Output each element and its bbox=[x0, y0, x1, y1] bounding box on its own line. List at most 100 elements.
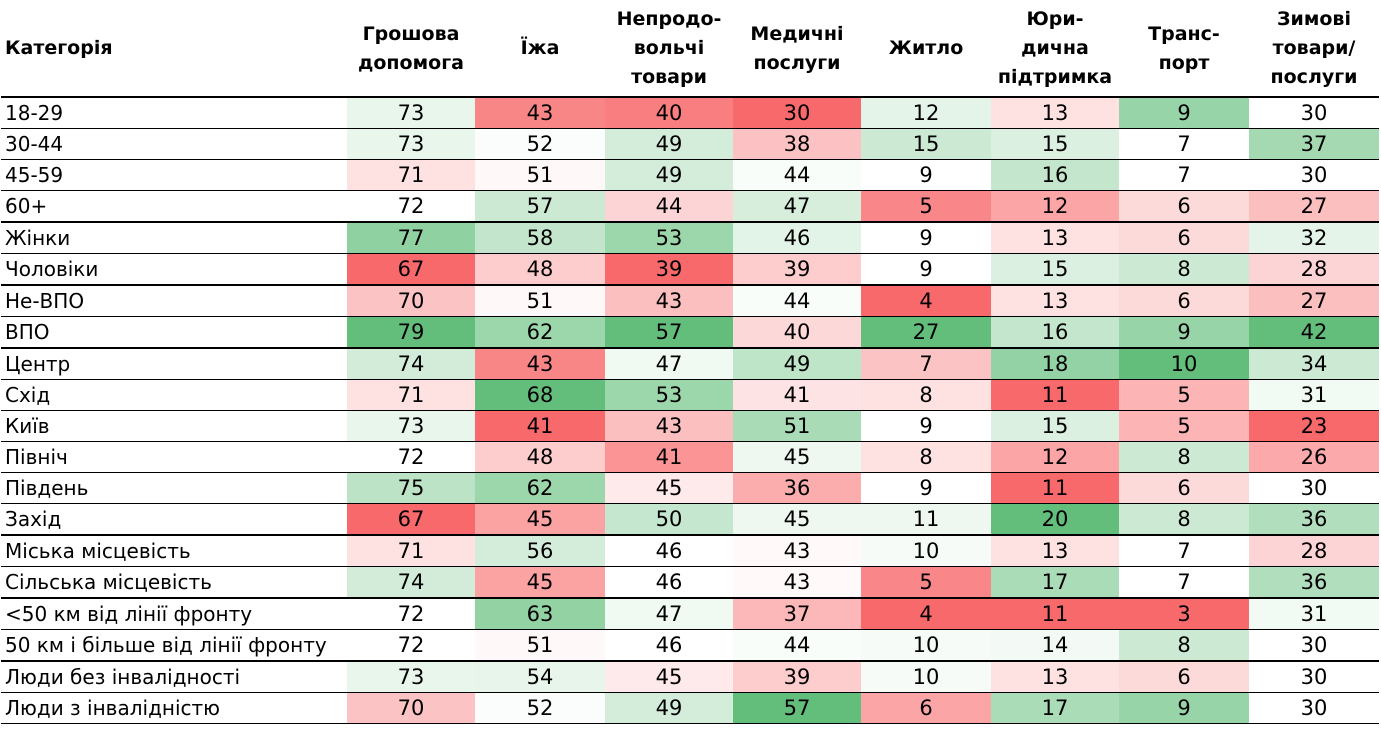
value-cell-legal: 20 bbox=[991, 503, 1119, 536]
value-cell-winter: 30 bbox=[1249, 629, 1379, 662]
column-header-line: послуги bbox=[1270, 66, 1358, 88]
value-cell-winter: 28 bbox=[1249, 534, 1379, 567]
value-cell-cash: 70 bbox=[347, 692, 475, 724]
value-cell-nonfood: 45 bbox=[605, 660, 733, 693]
column-header-line: Зимові bbox=[1277, 8, 1351, 30]
value-cell-cash: 73 bbox=[347, 128, 475, 160]
row-label: Міська місцевість bbox=[1, 534, 347, 567]
value-cell-medical: 39 bbox=[733, 660, 861, 693]
value-cell-winter: 37 bbox=[1249, 128, 1379, 160]
value-cell-legal: 16 bbox=[991, 316, 1119, 349]
value-cell-nonfood: 40 bbox=[605, 97, 733, 129]
value-cell-winter: 30 bbox=[1249, 472, 1379, 504]
table-row: Люди з інвалідністю 70 52 49 57 6 17 9 30 bbox=[1, 692, 1379, 724]
table-row: Схід 71 68 53 41 8 11 5 31 bbox=[1, 379, 1379, 411]
value-cell-food: 54 bbox=[475, 660, 605, 693]
value-cell-winter: 27 bbox=[1249, 190, 1379, 223]
value-cell-medical: 45 bbox=[733, 503, 861, 536]
value-cell-housing: 10 bbox=[861, 629, 991, 662]
column-header-line: послуги bbox=[753, 51, 841, 74]
value-cell-legal: 17 bbox=[991, 692, 1119, 724]
value-cell-nonfood: 45 bbox=[605, 472, 733, 504]
value-cell-winter: 30 bbox=[1249, 97, 1379, 129]
value-cell-nonfood: 47 bbox=[605, 597, 733, 630]
value-cell-legal: 15 bbox=[991, 128, 1119, 160]
table-row: Південь 75 62 45 36 9 11 6 30 bbox=[1, 472, 1379, 504]
value-cell-winter: 34 bbox=[1249, 347, 1379, 380]
value-cell-winter: 23 bbox=[1249, 410, 1379, 442]
column-header-nonfood: Непродо-вольчі товари bbox=[605, 1, 733, 98]
column-header-winter: Зимові товари/послуги bbox=[1249, 1, 1379, 98]
value-cell-housing: 9 bbox=[861, 472, 991, 504]
value-cell-legal: 15 bbox=[991, 253, 1119, 286]
value-cell-medical: 41 bbox=[733, 379, 861, 411]
table-row: Сільська місцевість 74 45 46 43 5 17 7 36 bbox=[1, 566, 1379, 599]
value-cell-transport: 8 bbox=[1119, 503, 1249, 536]
value-cell-medical: 44 bbox=[733, 159, 861, 191]
value-cell-cash: 71 bbox=[347, 534, 475, 567]
value-cell-nonfood: 46 bbox=[605, 629, 733, 662]
column-header-line: товари bbox=[631, 66, 707, 88]
value-cell-legal: 12 bbox=[991, 441, 1119, 473]
value-cell-housing: 10 bbox=[861, 660, 991, 693]
value-cell-winter: 28 bbox=[1249, 253, 1379, 286]
row-label: 60+ bbox=[1, 190, 347, 223]
value-cell-transport: 7 bbox=[1119, 566, 1249, 599]
value-cell-transport: 5 bbox=[1119, 410, 1249, 442]
value-cell-transport: 7 bbox=[1119, 534, 1249, 567]
value-cell-nonfood: 46 bbox=[605, 566, 733, 599]
table-body: 18-29 73 43 40 30 12 13 9 30 30-44 73 52 49 38 15 15 7 37… bbox=[1, 97, 1379, 724]
table-row: 50 км і більше від лінії фронту 72 51 46 44 1… bbox=[1, 629, 1379, 662]
table-row: Київ 73 41 43 51 9 15 5 23 bbox=[1, 410, 1379, 442]
value-cell-cash: 73 bbox=[347, 97, 475, 129]
row-label: Чоловіки bbox=[1, 253, 347, 286]
value-cell-transport: 6 bbox=[1119, 660, 1249, 693]
row-label: Північ bbox=[1, 441, 347, 473]
column-header-legal: Юри-дична підтримка bbox=[991, 1, 1119, 98]
column-header-line: вольчі bbox=[633, 37, 705, 59]
value-cell-winter: 30 bbox=[1249, 660, 1379, 693]
row-label: 18-29 bbox=[1, 97, 347, 129]
value-cell-food: 43 bbox=[475, 97, 605, 129]
table-row: Не-ВПО 70 51 43 44 4 13 6 27 bbox=[1, 284, 1379, 317]
table-row: <50 км від лінії фронту 72 63 47 37 4 11 3 31 bbox=[1, 597, 1379, 630]
value-cell-nonfood: 43 bbox=[605, 410, 733, 442]
row-label: Київ bbox=[1, 410, 347, 442]
table-row: ВПО 79 62 57 40 27 16 9 42 bbox=[1, 316, 1379, 349]
value-cell-food: 45 bbox=[475, 566, 605, 599]
table-row: 45-59 71 51 49 44 9 16 7 30 bbox=[1, 159, 1379, 191]
value-cell-transport: 9 bbox=[1119, 97, 1249, 129]
value-cell-nonfood: 49 bbox=[605, 128, 733, 160]
value-cell-housing: 11 bbox=[861, 503, 991, 536]
value-cell-food: 41 bbox=[475, 410, 605, 442]
row-label: Захід bbox=[1, 503, 347, 536]
header-row: Категорія Грошова допомога Їжа Непродо-вольч… bbox=[1, 1, 1379, 98]
column-header-food: Їжа bbox=[475, 1, 605, 98]
value-cell-food: 51 bbox=[475, 159, 605, 191]
value-cell-winter: 31 bbox=[1249, 379, 1379, 411]
value-cell-winter: 26 bbox=[1249, 441, 1379, 473]
value-cell-cash: 73 bbox=[347, 410, 475, 442]
column-header-line: товари/ bbox=[1272, 37, 1356, 59]
value-cell-winter: 32 bbox=[1249, 221, 1379, 254]
value-cell-nonfood: 41 bbox=[605, 441, 733, 473]
value-cell-winter: 36 bbox=[1249, 503, 1379, 536]
value-cell-winter: 42 bbox=[1249, 316, 1379, 349]
value-cell-transport: 8 bbox=[1119, 441, 1249, 473]
value-cell-medical: 40 bbox=[733, 316, 861, 349]
value-cell-housing: 12 bbox=[861, 97, 991, 129]
value-cell-housing: 15 bbox=[861, 128, 991, 160]
value-cell-nonfood: 43 bbox=[605, 284, 733, 317]
value-cell-cash: 79 bbox=[347, 316, 475, 349]
value-cell-housing: 5 bbox=[861, 566, 991, 599]
column-header-line: Категорія bbox=[5, 37, 113, 59]
value-cell-transport: 9 bbox=[1119, 692, 1249, 724]
value-cell-medical: 39 bbox=[733, 253, 861, 286]
value-cell-cash: 70 bbox=[347, 284, 475, 317]
column-header-line: Юри- bbox=[1026, 8, 1084, 30]
value-cell-transport: 9 bbox=[1119, 316, 1249, 349]
value-cell-housing: 7 bbox=[861, 347, 991, 380]
value-cell-medical: 45 bbox=[733, 441, 861, 473]
value-cell-cash: 73 bbox=[347, 660, 475, 693]
